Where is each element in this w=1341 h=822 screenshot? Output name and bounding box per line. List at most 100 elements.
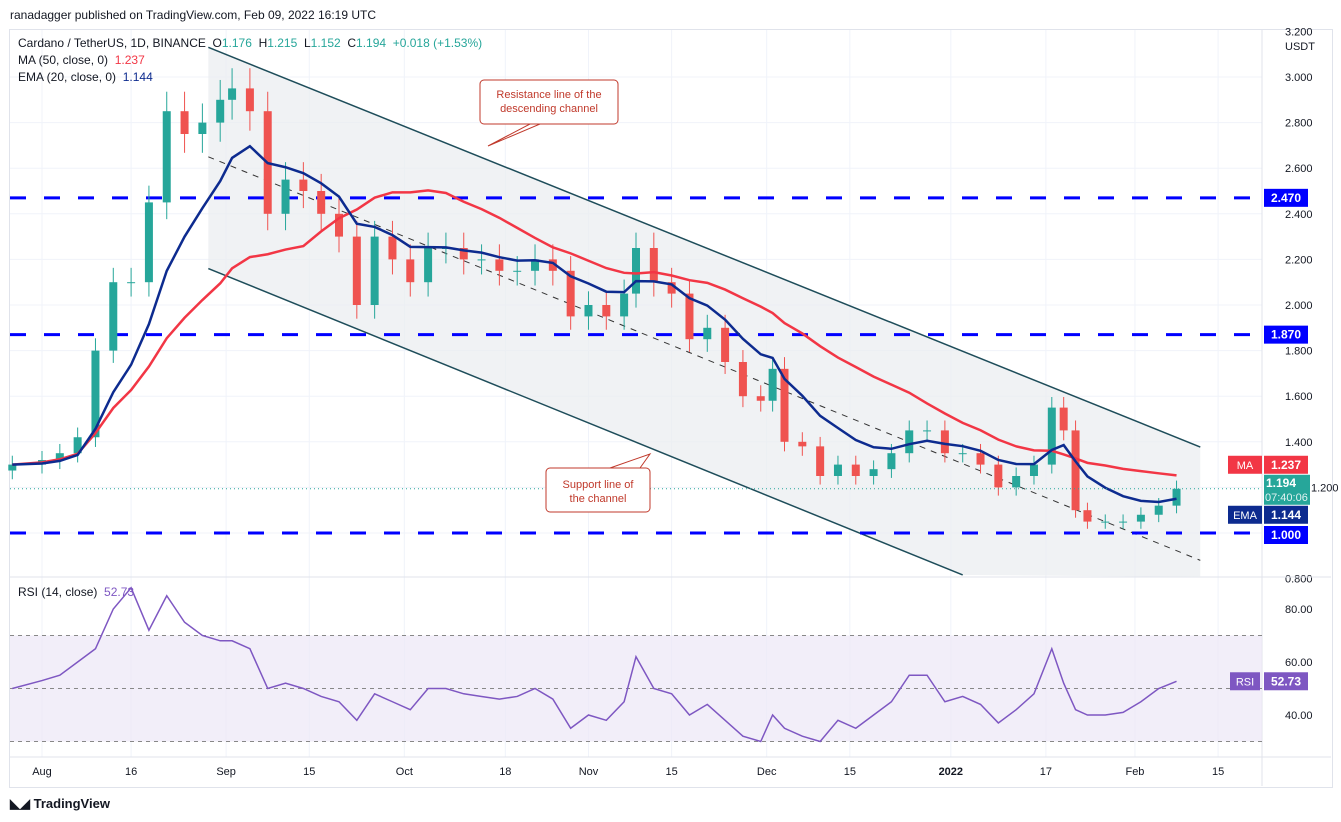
callout-pointer	[609, 453, 652, 469]
x-tick-label: 2022	[939, 766, 963, 778]
support-callout-text: Support line of	[563, 479, 635, 491]
candle-body	[738, 362, 747, 397]
x-tick-label: Aug	[32, 766, 52, 778]
support-callout-text: the channel	[570, 493, 627, 505]
close-value: 1.194	[356, 36, 387, 50]
x-tick-label: 15	[666, 766, 678, 778]
candle-body	[940, 430, 949, 454]
y-tick-label: 2.600	[1285, 163, 1313, 175]
ma-name-label: MA	[1237, 460, 1254, 472]
candle-body	[584, 305, 593, 317]
high-label: H	[258, 36, 268, 50]
candle-body	[8, 464, 17, 471]
currency-label: USDT	[1285, 41, 1315, 53]
level-price-tag	[1264, 526, 1308, 544]
symbol-title: Cardano / TetherUS, 1D, BINANCE	[18, 36, 206, 50]
candle-body	[388, 236, 397, 260]
rsi-value-tag	[1264, 672, 1308, 691]
candle-body	[923, 430, 932, 432]
support-line	[208, 267, 963, 576]
candle-body	[352, 236, 361, 305]
y-tick-label: 1.800	[1285, 346, 1313, 358]
candle-body	[620, 293, 629, 317]
rsi-line	[12, 586, 1177, 743]
y-tick-label: 1.200	[1311, 482, 1339, 494]
resistance-line	[208, 46, 1201, 448]
candle-body	[1172, 488, 1181, 506]
x-tick-label: 15	[303, 766, 315, 778]
candle-body	[477, 259, 486, 261]
candle-body	[245, 88, 254, 112]
candle-body	[976, 453, 985, 465]
resistance-callout	[479, 79, 619, 125]
y-tick-label: 1.600	[1285, 391, 1313, 403]
candle-body	[228, 88, 237, 100]
candle-body	[1154, 505, 1163, 515]
channel-midline	[208, 156, 1201, 561]
high-value: 1.215	[267, 36, 298, 50]
chart-frame	[9, 29, 1333, 788]
ma-price-tag	[1264, 455, 1308, 474]
logo-icon: ◣◢	[10, 796, 34, 811]
rsi-name-label: RSI	[1236, 676, 1254, 688]
candle-body	[1136, 514, 1145, 522]
rsi-tick-label: 40.00	[1285, 710, 1313, 722]
candle-body	[180, 111, 189, 134]
low-label: L	[303, 36, 311, 50]
candle-body	[281, 179, 290, 214]
rsi-legend-label: RSI (14, close)	[18, 585, 98, 599]
candle-body	[424, 248, 433, 283]
candle-body	[566, 270, 575, 317]
candle-body	[459, 248, 468, 260]
rsi-tick-label: 80.00	[1285, 604, 1313, 616]
candle-body	[1119, 521, 1128, 523]
y-tick-label: 1.400	[1285, 437, 1313, 449]
x-tick-label: Nov	[579, 766, 599, 778]
x-tick-label: 17	[1040, 766, 1052, 778]
x-tick-label: Feb	[1125, 766, 1144, 778]
candle-body	[1083, 510, 1092, 522]
candle-body	[1071, 430, 1080, 511]
candle-body	[1029, 464, 1038, 476]
candle-body	[513, 270, 522, 272]
callout-pointer	[487, 123, 541, 147]
chart-legend: Cardano / TetherUS, 1D, BINANCE O1.176 H…	[18, 35, 482, 86]
x-tick-label: 15	[844, 766, 856, 778]
x-tick-label: 15	[1212, 766, 1224, 778]
candle-body	[667, 282, 676, 294]
change-value: +0.018 (+1.53%)	[392, 36, 483, 50]
y-tick-label: 2.000	[1285, 300, 1313, 312]
ma-legend-label: MA (50, close, 0)	[18, 53, 109, 67]
candle-body	[406, 259, 415, 283]
candle-body	[756, 396, 765, 401]
candle-body	[994, 464, 1003, 488]
rsi-value-label: 52.73	[1271, 674, 1301, 688]
candle-body	[109, 282, 118, 351]
candle-body	[299, 179, 308, 191]
candle-body	[649, 248, 658, 283]
y-tick-label: 0.800	[1285, 574, 1313, 586]
candle-body	[780, 368, 789, 442]
candle-body	[887, 453, 896, 470]
rsi-tick-label: 60.00	[1285, 657, 1313, 669]
ema-price-label: 1.144	[1271, 508, 1301, 522]
candle-body	[721, 327, 730, 362]
y-tick-label: 2.800	[1285, 118, 1313, 130]
y-tick-label: 3.200	[1285, 26, 1313, 38]
level-price-tag	[1264, 188, 1308, 207]
level-price-label: 2.470	[1271, 191, 1301, 205]
tradingview-logo[interactable]: ◣◢ TradingView	[10, 796, 110, 812]
candle-body	[55, 453, 64, 461]
y-tick-label: 2.200	[1285, 254, 1313, 266]
close-label: C	[347, 36, 357, 50]
last-price-tag	[1264, 474, 1310, 505]
logo-text: TradingView	[33, 796, 110, 811]
candle-body	[216, 99, 225, 123]
last-price-label: 1.194	[1266, 476, 1296, 490]
candle-body	[1059, 407, 1068, 431]
x-tick-label: 18	[499, 766, 511, 778]
candle-body	[317, 191, 326, 214]
candle-body	[370, 236, 379, 305]
candle-body	[548, 259, 557, 271]
